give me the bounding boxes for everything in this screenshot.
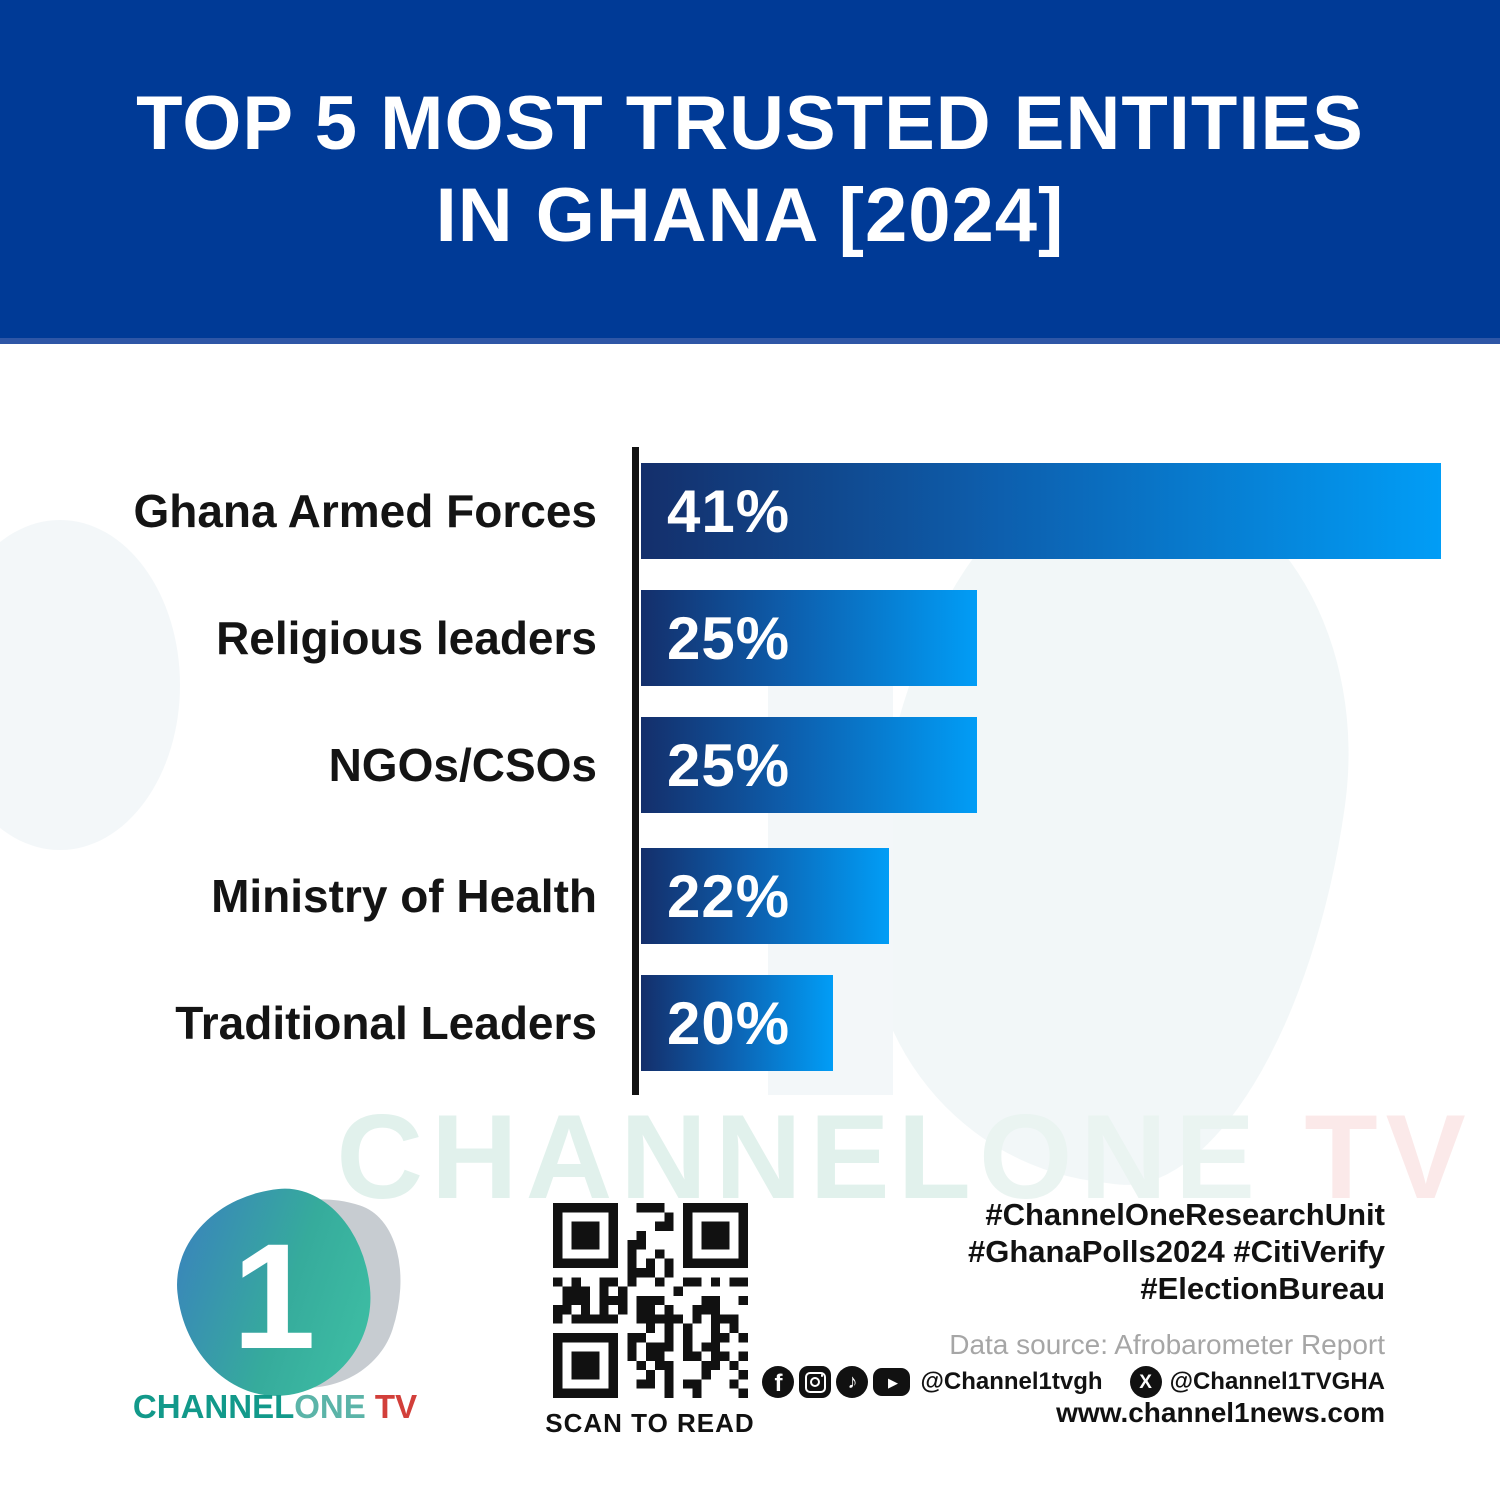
header-banner: TOP 5 MOST TRUSTED ENTITIES IN GHANA [20… [0,0,1500,344]
qr-code [553,1203,748,1398]
page-title-line2: IN GHANA [2024] [435,173,1065,258]
chart-row: Ghana Armed Forces 41% [0,463,1500,559]
chart-row: Traditional Leaders 20% [0,975,1500,1071]
youtube-icon: ▶ [873,1368,911,1396]
logo-digit-1: 1 [232,1211,316,1380]
watermark-channel: CHANNEL [336,1090,979,1224]
chart-row: NGOs/CSOs 25% [0,717,1500,813]
page-title-line1: TOP 5 MOST TRUSTED ENTITIES [136,81,1364,166]
wordmark-channel: CHANNEL [132,1388,295,1425]
website-url: www.channel1news.com [1056,1397,1385,1428]
category-label: Ministry of Health [211,870,597,922]
watermark-one: ONE [978,1090,1263,1224]
x-twitter-icon: X [1129,1366,1162,1398]
instagram-icon [799,1366,832,1398]
hashtag-line-1: #ChannelOneResearchUnit [985,1197,1385,1232]
value-label: 22% [667,862,791,930]
social-handle-x: @Channel1TVGHA [1169,1368,1385,1395]
hashtag-line-2: #GhanaPolls2024 #CitiVerify [968,1234,1385,1269]
hashtags-block: #ChannelOneResearchUnit #GhanaPolls2024 … [968,1196,1385,1307]
social-handle-main: @Channel1tvgh [920,1368,1103,1395]
hashtag-line-3: #ElectionBureau [1140,1271,1385,1306]
facebook-icon: f [762,1366,795,1398]
bar: 22% [641,848,889,944]
value-label: 25% [667,731,791,799]
bar: 25% [641,590,977,686]
tiktok-icon: ♪ [836,1366,869,1398]
wordmark-one: ONE [294,1388,366,1425]
value-label: 41% [667,477,791,545]
category-label: Ghana Armed Forces [133,485,597,537]
category-label: Religious leaders [216,612,597,664]
value-label: 25% [667,604,791,672]
bar: 41% [641,463,1441,559]
qr-caption: SCAN TO READ [545,1408,755,1438]
data-source-note: Data source: Afrobarometer Report [949,1329,1385,1360]
chart-row: Ministry of Health 22% [0,848,1500,944]
logo-wordmark: CHANNELONE TV [130,1388,420,1426]
chart-axis-line [632,447,639,1095]
category-label: NGOs/CSOs [328,739,597,791]
watermark-tv: TV [1263,1090,1474,1224]
category-label: Traditional Leaders [175,997,597,1049]
social-media-row: f ♪ ▶ @Channel1tvgh X @Channel1TVGHA [762,1366,1385,1398]
chart-row: Religious leaders 25% [0,590,1500,686]
channel-one-tv-watermark: CHANNELONE TV [310,1088,1500,1226]
bar: 25% [641,717,977,813]
value-label: 20% [667,989,791,1057]
bar: 20% [641,975,833,1071]
wordmark-tv: TV [365,1388,418,1425]
